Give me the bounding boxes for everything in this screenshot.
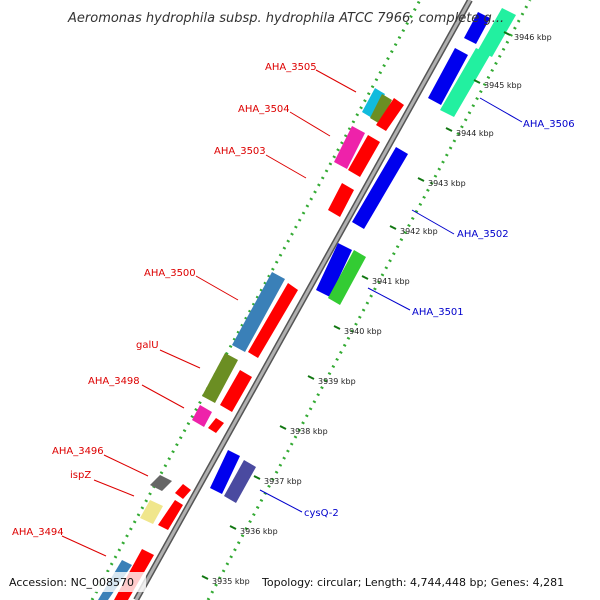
- kbp-tick-label: 3940 kbp: [344, 327, 382, 336]
- kbp-tick-label: 3938 kbp: [290, 427, 328, 436]
- kbp-tick-mark: [279, 425, 287, 430]
- gene-label[interactable]: cysQ-2: [304, 508, 339, 519]
- kbp-tick-mark: [503, 31, 511, 36]
- gene-labels-right: cysQ-2 AHA_3501 AHA_3502 AHA_3506: [304, 119, 575, 519]
- cds-track-right: [210, 8, 516, 503]
- kbp-tick-label: 3943 kbp: [428, 179, 466, 188]
- kbp-tick-label: 3939 kbp: [318, 377, 356, 386]
- cds-block[interactable]: [224, 460, 256, 503]
- cds-block[interactable]: [248, 283, 298, 358]
- gene-label[interactable]: AHA_3500: [144, 268, 196, 279]
- kbp-tick-label: 3936 kbp: [240, 527, 278, 536]
- kbp-tick-mark: [307, 375, 315, 380]
- summary-text: Topology: circular; Length: 4,744,448 bp…: [261, 576, 564, 589]
- cds-block[interactable]: [150, 475, 172, 491]
- cds-block[interactable]: [202, 353, 238, 403]
- cds-block[interactable]: [440, 48, 490, 117]
- kbp-tick-mark: [201, 575, 209, 580]
- kbp-ticks: 3935 kbp 3936 kbp 3937 kbp 3938 kbp 3939…: [201, 31, 552, 586]
- kbp-tick-mark: [445, 127, 453, 132]
- kbp-tick-mark: [361, 275, 369, 280]
- cds-block[interactable]: [428, 48, 468, 105]
- accession-text: Accession: NC_008570: [9, 576, 134, 589]
- cds-block[interactable]: [370, 94, 392, 124]
- cds-block[interactable]: [220, 370, 252, 412]
- kbp-tick-mark: [417, 177, 425, 182]
- cds-block[interactable]: [478, 8, 516, 57]
- cds-block[interactable]: [362, 88, 385, 118]
- genome-backbone: [133, 0, 473, 600]
- cds-block[interactable]: [328, 183, 354, 217]
- cds-block[interactable]: [376, 98, 404, 131]
- label-leader-lines: [61, 69, 523, 557]
- cds-block[interactable]: [328, 250, 366, 305]
- left-cds-track-line: [90, 0, 422, 600]
- cds-block[interactable]: [208, 418, 224, 433]
- cds-block[interactable]: [464, 12, 490, 44]
- kbp-tick-label: 3945 kbp: [484, 81, 522, 90]
- gene-label[interactable]: galU: [136, 340, 159, 351]
- kbp-tick-label: 3942 kbp: [400, 227, 438, 236]
- gene-label[interactable]: AHA_3494: [12, 527, 64, 538]
- gene-label[interactable]: AHA_3506: [523, 119, 575, 130]
- kbp-tick-mark: [229, 525, 237, 530]
- kbp-tick-mark: [253, 475, 261, 480]
- cds-block[interactable]: [334, 126, 365, 169]
- gene-label[interactable]: AHA_3503: [214, 146, 266, 157]
- cds-block[interactable]: [175, 484, 191, 499]
- cds-block[interactable]: [232, 272, 285, 352]
- cds-block[interactable]: [210, 450, 240, 494]
- cds-block[interactable]: [316, 243, 352, 297]
- gene-label[interactable]: AHA_3498: [88, 376, 140, 387]
- kbp-tick-label: 3946 kbp: [514, 33, 552, 42]
- cds-block[interactable]: [158, 500, 183, 530]
- map-footer: Accession: NC_008570 Topology: circular;…: [4, 572, 596, 592]
- kbp-tick-label: 3937 kbp: [264, 477, 302, 486]
- kbp-tick-label: 3944 kbp: [456, 129, 494, 138]
- gene-labels-left: AHA_3494 ispZ AHA_3496 AHA_3498 galU AHA…: [12, 62, 317, 538]
- kbp-tick-mark: [389, 225, 397, 230]
- gene-label[interactable]: AHA_3504: [238, 104, 290, 115]
- map-title: Aeromonas hydrophila subsp. hydrophila A…: [67, 11, 504, 26]
- cds-block[interactable]: [348, 135, 380, 177]
- gene-label[interactable]: AHA_3501: [412, 307, 464, 318]
- gene-label[interactable]: AHA_3502: [457, 229, 509, 240]
- gene-label[interactable]: ispZ: [70, 470, 91, 481]
- cds-block[interactable]: [140, 500, 163, 524]
- kbp-tick-label: 3935 kbp: [212, 577, 250, 586]
- right-cds-track-line: [206, 0, 532, 600]
- gene-label[interactable]: AHA_3505: [265, 62, 317, 73]
- kbp-tick-mark: [473, 79, 481, 84]
- cds-block[interactable]: [192, 405, 212, 427]
- kbp-tick-label: 3941 kbp: [372, 277, 410, 286]
- cds-block[interactable]: [352, 147, 408, 229]
- gene-label[interactable]: AHA_3496: [52, 446, 104, 457]
- kbp-tick-mark: [333, 325, 341, 330]
